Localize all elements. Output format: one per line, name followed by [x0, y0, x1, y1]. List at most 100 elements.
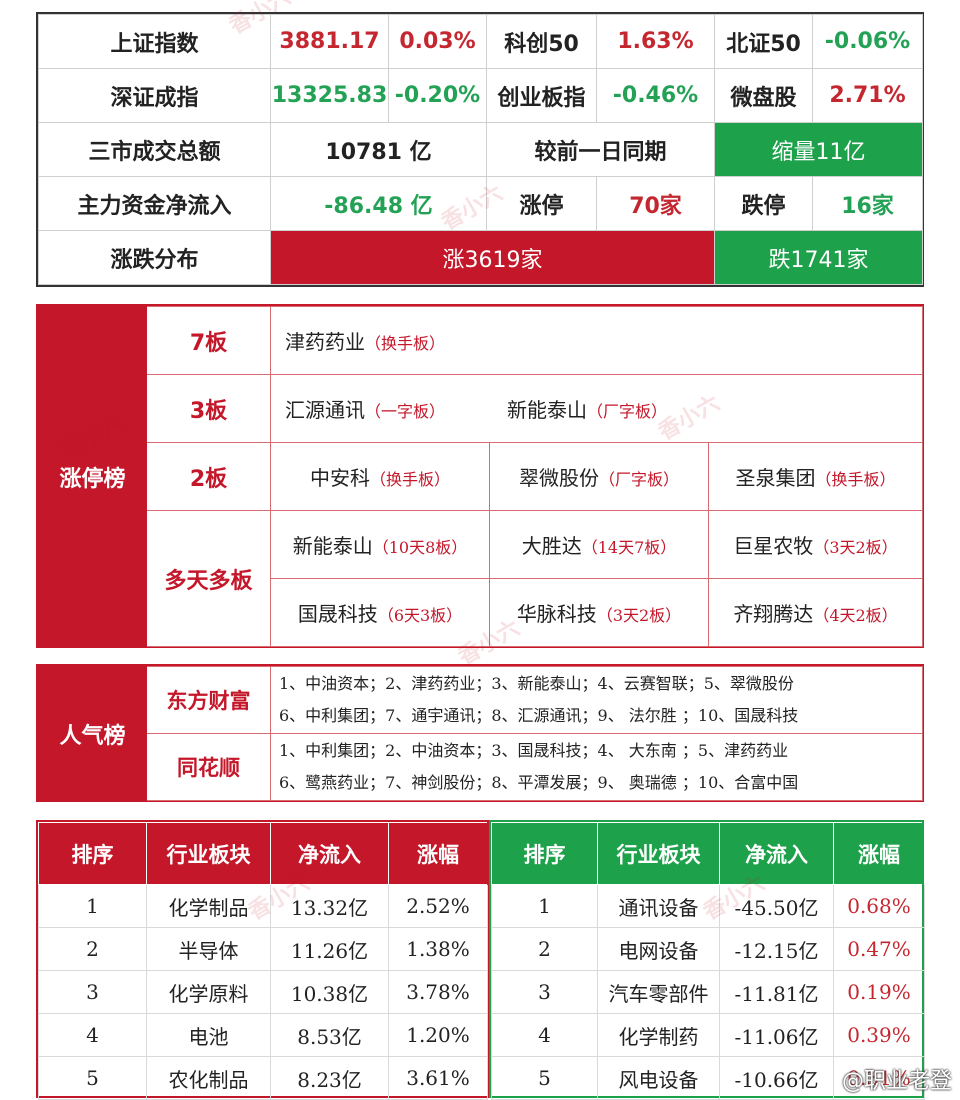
compare-label: 较前一日同期: [486, 122, 715, 177]
ranking-line: 1、中利集团；2、中油资本；3、国晟科技；4、 大东南 ；5、津药药业: [279, 741, 789, 760]
distribution-label: 涨跌分布: [38, 230, 271, 285]
column-header: 排序: [38, 822, 147, 885]
stock-cell: 新能泰山（10天8板）: [270, 510, 490, 579]
change-pct: 3.78%: [388, 970, 488, 1014]
column-header: 行业板块: [597, 822, 720, 885]
sector-name: 化学制药: [597, 1013, 720, 1057]
index-value: -0.20%: [388, 68, 487, 123]
sector-row: 3 化学原料 10.38亿 3.78%: [38, 970, 488, 1014]
index-value: 0.03%: [388, 14, 487, 69]
index-name: 深证成指: [38, 68, 271, 123]
sector-name: 农化制品: [146, 1056, 271, 1100]
stock-name: 华脉科技: [516, 602, 597, 626]
index-value: -0.46%: [596, 68, 715, 123]
board-type-tag: （换手板）: [815, 470, 896, 489]
board-type-tag: （换手板）: [369, 470, 450, 489]
change-pct: 0.68%: [833, 884, 925, 928]
index-value: 1.63%: [596, 14, 715, 69]
board-type-tag: （厂字板）: [587, 402, 668, 421]
board-type-tag: （10天8板）: [372, 538, 468, 557]
limit-board-row: 涨停榜 7板 津药药业（换手板）: [38, 306, 923, 647]
mainflow-label: 主力资金净流入: [38, 176, 271, 231]
stock-name: 新能泰山: [292, 534, 373, 558]
net-flow: -11.06亿: [719, 1013, 834, 1057]
column-header: 涨幅: [833, 822, 925, 885]
stock-cell: 中安科（换手板）: [270, 442, 490, 511]
board-type-tag: （厂字板）: [598, 470, 679, 489]
mainflow-value: -86.48 亿: [270, 176, 487, 231]
sector-row: 2 半导体 11.26亿 1.38%: [38, 927, 488, 971]
market-row: 上证指数 3881.17 0.03% 科创50 1.63% 北证50 -0.06%: [38, 14, 923, 69]
sector-name: 电网设备: [597, 927, 720, 971]
sector-row: 3 汽车零部件 -11.81亿 0.19%: [491, 970, 925, 1014]
limitdown-value: 16家: [812, 176, 923, 231]
popularity-row: 同花顺 1、中利集团；2、中油资本；3、国晟科技；4、 大东南 ；5、津药药业 6、…: [39, 733, 923, 801]
board-type-tag: （换手板）: [365, 334, 446, 353]
source-name: 同花顺: [146, 733, 271, 801]
rank: 4: [491, 1013, 598, 1057]
change-pct: 2.52%: [388, 884, 488, 928]
distribution-row: 涨跌分布 涨3619家 跌1741家: [38, 230, 923, 285]
index-name: 科创50: [486, 14, 597, 69]
limit-up-table: 涨停榜 7板 津药药业（换手板） 3板 汇源通讯（一字板） 新能泰山（厂字板） 2板 中安科（…: [38, 306, 923, 647]
sector-inflow-panel: 排序 行业板块 净流入 涨幅 1 化学制品 13.32亿 2.52% 2 半导体 11.26亿 1.…: [36, 820, 489, 1100]
change-pct: 0.39%: [833, 1013, 925, 1057]
popularity-row: 人气榜 东方财富 1、中油资本；2、津药药业；3、新能泰山；4、云赛智联；5、翠微股…: [38, 666, 923, 801]
index-name: 上证指数: [38, 14, 271, 69]
board-type-tag: （4天2板）: [813, 606, 898, 625]
turnover-row: 三市成交总额 10781 亿较前一日同期 缩量11亿: [38, 122, 923, 177]
sector-name: 电池: [146, 1013, 271, 1057]
stock-name: 国晟科技: [297, 602, 378, 626]
stock-name: 翠微股份: [518, 466, 599, 490]
stock-cell: 国晟科技（6天3板）: [270, 578, 490, 647]
rank: 4: [38, 1013, 147, 1057]
rank: 1: [491, 884, 598, 928]
up-count-bar: 涨3619家: [270, 230, 715, 285]
sector-outflow-table: 排序 行业板块 净流入 涨幅 1 通讯设备 -45.50亿 0.68% 2 电网设备 -12.15…: [491, 822, 925, 1100]
index-value: 13325.83: [270, 68, 389, 123]
stock-name: 大胜达: [521, 534, 582, 558]
turnover-value: 10781 亿: [270, 122, 487, 177]
sector-inflow-table: 排序 行业板块 净流入 涨幅 1 化学制品 13.32亿 2.52% 2 半导体 11.26亿 1.…: [38, 822, 488, 1100]
board-count-label: 2板: [146, 442, 271, 511]
column-header: 行业板块: [146, 822, 271, 885]
stock-name: 中安科: [309, 466, 370, 490]
stock-cell: 大胜达（14天7板）: [489, 510, 709, 579]
popularity-title: 人气榜: [38, 666, 147, 801]
index-value: 3881.17: [270, 14, 389, 69]
stock-cell: 华脉科技（3天2板）: [489, 578, 709, 647]
limit-board-title: 涨停榜: [38, 306, 147, 647]
change-pct: 0.31%: [833, 1056, 925, 1100]
sector-outflow-panel: 排序 行业板块 净流入 涨幅 1 通讯设备 -45.50亿 0.68% 2 电网设备 -12.15…: [489, 820, 925, 1100]
net-flow: -45.50亿: [719, 884, 834, 928]
limitdown-label: 跌停: [714, 176, 813, 231]
change-pct: 3.61%: [388, 1056, 488, 1100]
rank: 1: [38, 884, 147, 928]
sector-row: 4 化学制药 -11.06亿 0.39%: [491, 1013, 925, 1057]
ranking-list: 1、中油资本；2、津药药业；3、新能泰山；4、云赛智联；5、翠微股份 6、中利集团…: [270, 666, 923, 734]
rank: 2: [38, 927, 147, 971]
sector-header-row: 排序 行业板块 净流入 涨幅: [491, 822, 925, 885]
stock-cell: 津药药业（换手板）: [270, 306, 923, 375]
index-name: 北证50: [714, 14, 813, 69]
board-type-tag: （3天2板）: [813, 538, 898, 557]
limit-board-row: 2板 中安科（换手板） 翠微股份（厂字板） 圣泉集团（换手板）: [39, 442, 923, 511]
stock-entry: 新能泰山（厂字板）: [507, 394, 729, 423]
stock-cell: 汇源通讯（一字板） 新能泰山（厂字板）: [270, 374, 923, 443]
popularity-board: 人气榜 东方财富 1、中油资本；2、津药药业；3、新能泰山；4、云赛智联；5、翠微股…: [36, 664, 924, 802]
index-name: 创业板指: [486, 68, 597, 123]
weibo-watermark: @职业老登: [841, 1069, 952, 1094]
stock-name: 津药药业: [285, 330, 365, 354]
rank: 3: [491, 970, 598, 1014]
net-flow: -10.66亿: [719, 1056, 834, 1100]
multi-board-label: 多天多板: [146, 510, 271, 647]
limitup-value: 70家: [596, 176, 715, 231]
limit-board-row: 3板 汇源通讯（一字板） 新能泰山（厂字板）: [39, 374, 923, 443]
net-flow: 8.23亿: [270, 1056, 389, 1100]
popularity-table: 人气榜 东方财富 1、中油资本；2、津药药业；3、新能泰山；4、云赛智联；5、翠微股…: [38, 666, 923, 801]
change-pct: 0.47%: [833, 927, 925, 971]
column-header: 净流入: [270, 822, 389, 885]
stock-name: 圣泉集团: [735, 466, 816, 490]
stock-cell: 巨星农牧（3天2板）: [708, 510, 923, 579]
stock-entry: 津药药业（换手板）: [285, 326, 507, 355]
